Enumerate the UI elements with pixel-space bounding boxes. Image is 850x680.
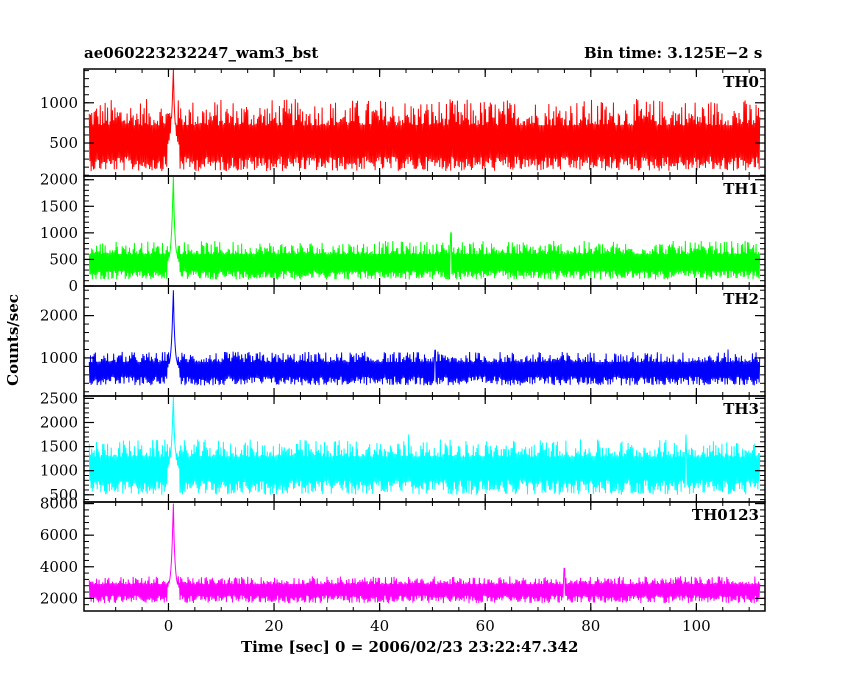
y-tick-label: 0 bbox=[68, 277, 78, 295]
panel-frame bbox=[83, 501, 766, 612]
y-tick-label: 4000 bbox=[40, 558, 78, 576]
panel-th2: 1000 2000 TH2 bbox=[40, 285, 766, 397]
x-tick-label: 40 bbox=[370, 617, 389, 635]
series-th3 bbox=[88, 396, 761, 495]
panel-frame bbox=[83, 395, 766, 503]
y-tick-label: 500 bbox=[49, 486, 78, 504]
y-tick-label: 2500 bbox=[40, 389, 78, 407]
x-tick-label: 60 bbox=[476, 617, 495, 635]
panel-label-th2: TH2 bbox=[723, 290, 759, 308]
y-tick-label: 1000 bbox=[40, 94, 78, 112]
y-tick-label: 8000 bbox=[40, 495, 78, 513]
y-tick-label: 500 bbox=[49, 250, 78, 268]
y-tick-label: 1000 bbox=[40, 224, 78, 242]
panel-th0123: 2000 4000 6000 8000 TH0123 bbox=[40, 495, 766, 612]
y-axis-label: Counts/sec bbox=[4, 294, 22, 386]
y-tick-label: 1000 bbox=[40, 349, 78, 367]
y-tick-label: 1000 bbox=[40, 462, 78, 480]
x-tick-label: 80 bbox=[581, 617, 600, 635]
series-th1 bbox=[88, 176, 761, 280]
panel-th0: 500 1000 TH0 bbox=[40, 68, 766, 177]
y-tick-label: 2000 bbox=[40, 307, 78, 325]
y-tick-label: 2000 bbox=[40, 414, 78, 432]
y-tick-label: 1500 bbox=[40, 438, 78, 456]
bin-time-label: Bin time: 3.125E−2 s bbox=[584, 44, 763, 62]
series-th0123 bbox=[88, 503, 761, 604]
panel-label-th0: TH0 bbox=[723, 73, 759, 91]
panel-label-th1: TH1 bbox=[723, 180, 759, 198]
y-tick-label: 500 bbox=[49, 134, 78, 152]
panel-th1: 0 500 1000 1500 2000 TH1 bbox=[40, 171, 766, 295]
y-tick-label: 2000 bbox=[40, 171, 78, 189]
panel-label-th0123: TH0123 bbox=[692, 506, 759, 524]
observation-id-title: ae060223232247_wam3_bst bbox=[84, 44, 319, 62]
y-tick-label: 1500 bbox=[40, 197, 78, 215]
x-tick-label: 0 bbox=[164, 617, 174, 635]
y-tick-label: 2000 bbox=[40, 589, 78, 607]
x-axis-label: Time [sec] 0 = 2006/02/23 23:22:47.342 bbox=[241, 638, 579, 656]
x-tick-label: 20 bbox=[264, 617, 283, 635]
series-th2 bbox=[88, 290, 761, 386]
panel-label-th3: TH3 bbox=[723, 400, 759, 418]
panel-th3: 500 1000 1500 2000 2500 TH3 bbox=[40, 389, 766, 504]
series-th0 bbox=[88, 69, 761, 172]
x-tick-label: 100 bbox=[682, 617, 711, 635]
y-tick-label: 6000 bbox=[40, 526, 78, 544]
